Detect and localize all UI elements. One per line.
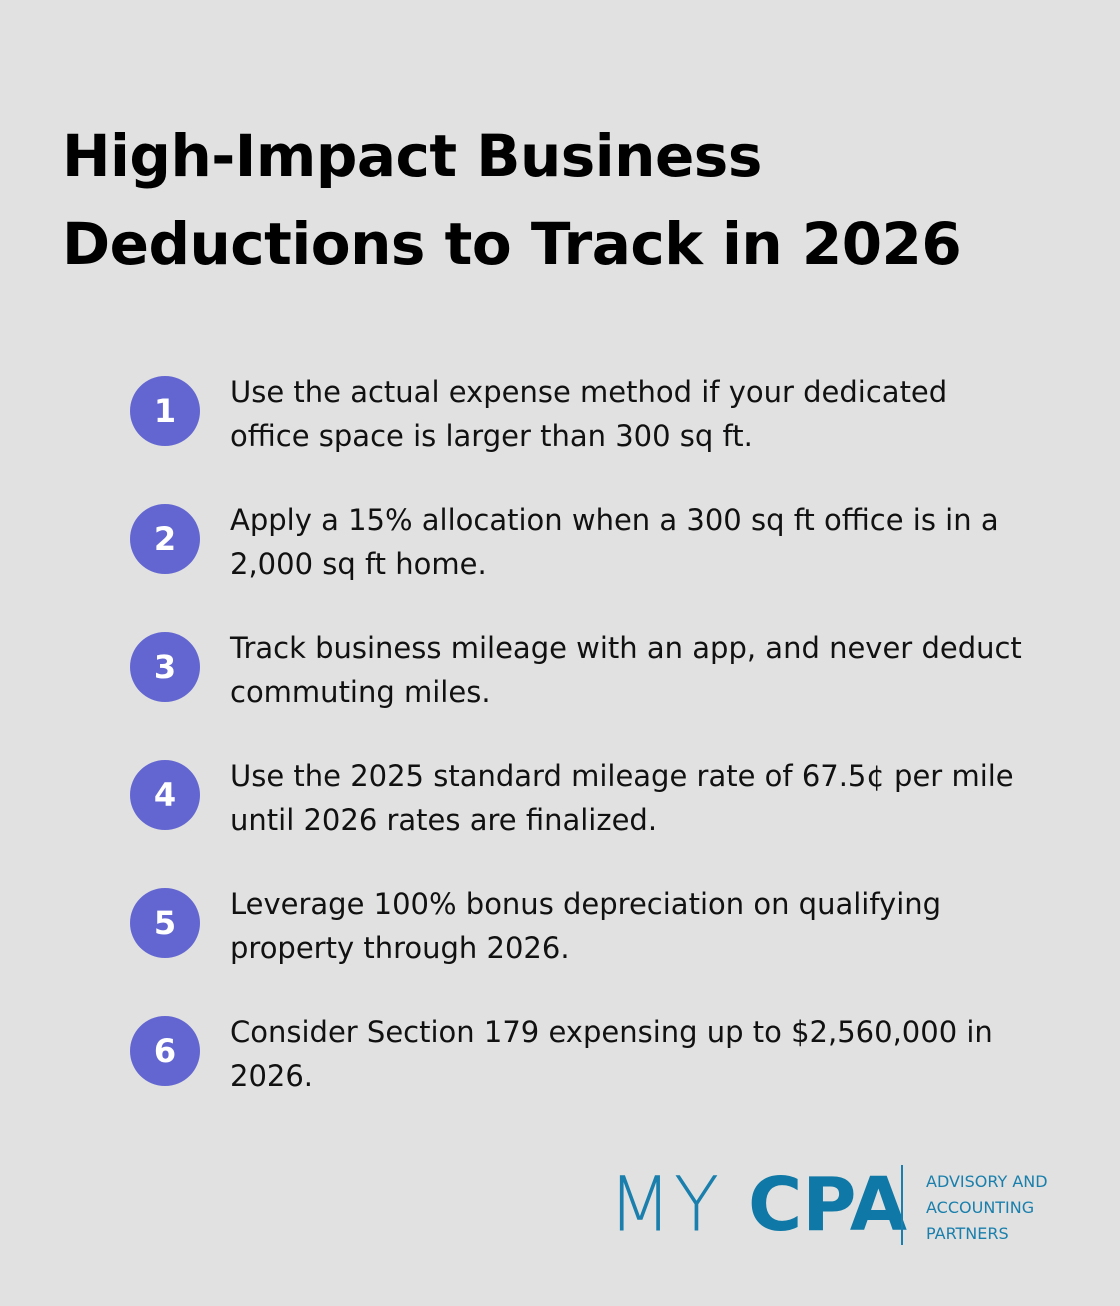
- logo-my: MY: [608, 1161, 722, 1249]
- page-title: High-Impact Business Deductions to Track…: [62, 112, 1062, 288]
- mycpa-logo: MY CPA ADVISORY AND ACCOUNTING PARTNERS: [608, 1161, 1078, 1249]
- list-item: 2 Apply a 15% allocation when a 300 sq f…: [130, 498, 1060, 588]
- list-item: 5 Leverage 100% bonus depreciation on qu…: [130, 882, 1060, 972]
- list-item: 1 Use the actual expense method if your …: [130, 370, 1060, 460]
- logo-tagline: ADVISORY AND ACCOUNTING PARTNERS: [926, 1172, 1048, 1243]
- item-text: Use the actual expense method if your de…: [230, 375, 948, 453]
- item-text: Apply a 15% allocation when a 300 sq ft …: [230, 503, 999, 581]
- logo-divider: [901, 1165, 903, 1245]
- logo-cpa: CPA: [748, 1162, 908, 1248]
- number-badge: 3: [130, 632, 200, 702]
- item-text: Track business mileage with an app, and …: [230, 631, 1022, 709]
- number-badge: 6: [130, 1016, 200, 1086]
- list-item: 4 Use the 2025 standard mileage rate of …: [130, 754, 1060, 844]
- number-badge: 5: [130, 888, 200, 958]
- list-item: 3 Track business mileage with an app, an…: [130, 626, 1060, 716]
- item-text: Consider Section 179 expensing up to $2,…: [230, 1015, 993, 1093]
- number-badge: 4: [130, 760, 200, 830]
- item-text: Use the 2025 standard mileage rate of 67…: [230, 759, 1014, 837]
- title-line-1: High-Impact Business: [62, 122, 762, 190]
- number-badge: 2: [130, 504, 200, 574]
- list-item: 6 Consider Section 179 expensing up to $…: [130, 1010, 1060, 1100]
- item-text: Leverage 100% bonus depreciation on qual…: [230, 887, 942, 965]
- number-badge: 1: [130, 376, 200, 446]
- title-line-2: Deductions to Track in 2026: [62, 210, 962, 278]
